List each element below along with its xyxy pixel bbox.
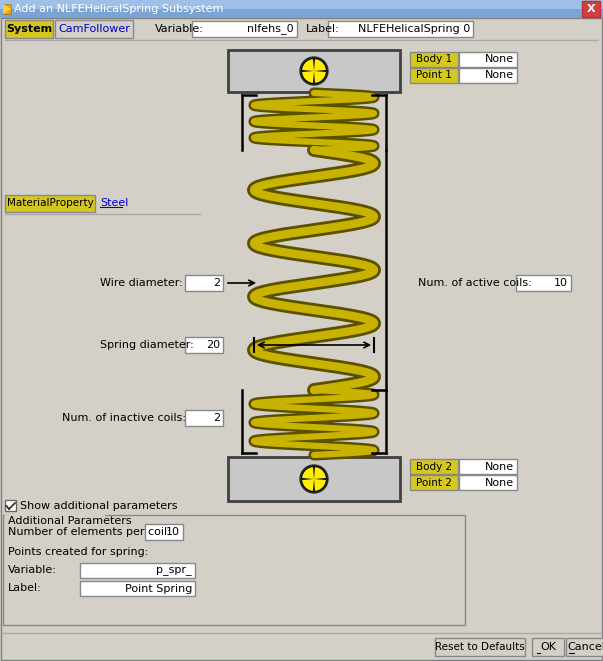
Bar	[185, 337, 223, 353]
Bar	[228, 457, 400, 501]
Text: None: None	[485, 54, 514, 65]
Text: X: X	[587, 4, 595, 14]
Bar	[55, 20, 133, 38]
Bar	[5, 500, 16, 511]
Bar	[5, 20, 53, 38]
Text: 10: 10	[166, 527, 180, 537]
Text: Add an NLFEHelicalSpring Subsystem: Add an NLFEHelicalSpring Subsystem	[14, 4, 223, 14]
Text: Label:: Label:	[306, 24, 339, 34]
Bar	[228, 50, 400, 92]
Polygon shape	[314, 71, 326, 83]
Circle shape	[300, 465, 328, 493]
Bar	[185, 275, 223, 291]
Text: 20: 20	[206, 340, 220, 350]
Bar	[516, 275, 571, 291]
Polygon shape	[314, 467, 326, 479]
Text: CamFollower: CamFollower	[58, 24, 130, 34]
Text: p_spr_: p_spr_	[156, 566, 192, 576]
Bar	[192, 21, 297, 37]
Text: Point Spring: Point Spring	[125, 584, 192, 594]
Text: 2: 2	[213, 278, 220, 288]
Text: Cancel: Cancel	[567, 642, 603, 652]
Text: Additional Parameters: Additional Parameters	[8, 516, 131, 526]
Text: Num. of active coils:: Num. of active coils:	[418, 278, 532, 288]
Bar	[5, 514, 105, 519]
Text: Show additional parameters: Show additional parameters	[20, 501, 177, 511]
Polygon shape	[314, 479, 326, 491]
Text: Variable:: Variable:	[8, 565, 57, 575]
Bar	[459, 459, 517, 474]
Bar	[566, 638, 603, 656]
Text: System: System	[6, 24, 52, 34]
Text: Point 1: Point 1	[416, 71, 452, 81]
Text: 2: 2	[213, 413, 220, 423]
Polygon shape	[302, 467, 314, 479]
Text: 10: 10	[554, 278, 568, 288]
Text: Point 2: Point 2	[416, 477, 452, 488]
Polygon shape	[314, 59, 326, 71]
Bar	[3, 515, 465, 625]
Text: Label:: Label:	[8, 583, 42, 593]
Bar	[145, 524, 183, 540]
Text: Number of elements per coil:: Number of elements per coil:	[8, 527, 171, 537]
Bar	[185, 410, 223, 426]
Bar	[410, 459, 458, 474]
Bar	[435, 638, 525, 656]
Bar	[5, 195, 95, 212]
Bar	[532, 638, 564, 656]
Bar	[80, 581, 195, 596]
Text: OK: OK	[540, 642, 556, 652]
Text: MaterialProperty: MaterialProperty	[7, 198, 93, 208]
Text: None: None	[485, 71, 514, 81]
Bar	[410, 68, 458, 83]
Text: Body 2: Body 2	[416, 461, 452, 471]
Bar	[410, 475, 458, 490]
Text: Num. of inactive coils:: Num. of inactive coils:	[62, 413, 186, 423]
Bar	[0, 0, 603, 18]
Polygon shape	[302, 71, 314, 83]
Bar	[0, 0, 603, 9]
Bar	[328, 21, 473, 37]
Polygon shape	[302, 59, 314, 71]
Text: NLFEHelicalSpring 0: NLFEHelicalSpring 0	[358, 24, 470, 34]
Bar	[459, 52, 517, 67]
Bar	[582, 1, 600, 17]
Polygon shape	[3, 4, 11, 14]
Bar	[459, 68, 517, 83]
Text: Points created for spring:: Points created for spring:	[8, 547, 148, 557]
Text: nlfehs_0: nlfehs_0	[247, 24, 294, 34]
Text: Spring diameter:: Spring diameter:	[100, 340, 194, 350]
Text: None: None	[485, 477, 514, 488]
Text: Steel: Steel	[100, 198, 128, 208]
Bar	[80, 563, 195, 578]
Bar	[459, 475, 517, 490]
Text: Reset to Defaults: Reset to Defaults	[435, 642, 525, 652]
Bar	[410, 52, 458, 67]
Text: Body 1: Body 1	[416, 54, 452, 65]
Text: None: None	[485, 461, 514, 471]
Circle shape	[300, 57, 328, 85]
Text: Variable:: Variable:	[155, 24, 204, 34]
Text: Wire diameter:: Wire diameter:	[100, 278, 183, 288]
Polygon shape	[302, 479, 314, 491]
Polygon shape	[3, 4, 11, 14]
